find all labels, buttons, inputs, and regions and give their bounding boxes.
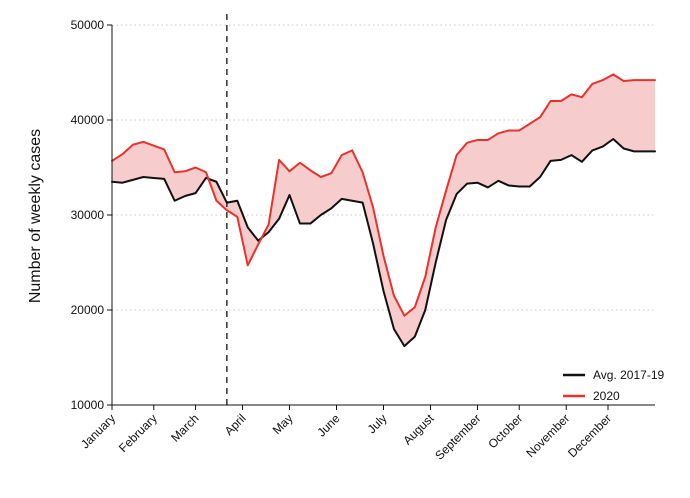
x-tick-label: May — [270, 411, 296, 437]
y-tick-label: 30000 — [71, 208, 105, 222]
y-tick-label: 50000 — [71, 18, 105, 32]
x-tick-label: January — [78, 411, 118, 451]
x-tick-label: August — [400, 411, 437, 448]
x-tick-label: November — [523, 411, 572, 460]
x-tick-label: April — [222, 411, 249, 438]
y-tick-labels: 10000 20000 30000 40000 50000 — [71, 18, 105, 412]
legend-label: 2020 — [593, 389, 620, 403]
x-tick-label: December — [565, 411, 614, 460]
x-tick-label: June — [314, 411, 343, 440]
x-tick-label: March — [168, 411, 201, 444]
y-tick-label: 20000 — [71, 303, 105, 317]
y-axis-title: Number of weekly cases — [27, 129, 44, 303]
axes — [107, 25, 655, 410]
y-tick-label: 10000 — [71, 398, 105, 412]
x-tick-label: July — [365, 411, 390, 436]
x-tick-label: September — [432, 411, 483, 462]
legend: Avg. 2017-19 2020 — [563, 368, 664, 403]
legend-label: Avg. 2017-19 — [593, 368, 664, 382]
shaded-difference — [112, 74, 655, 346]
x-tick-label: October — [485, 411, 525, 451]
x-tick-label: February — [116, 411, 160, 455]
y-tick-label: 40000 — [71, 113, 105, 127]
difference-area — [112, 74, 655, 346]
